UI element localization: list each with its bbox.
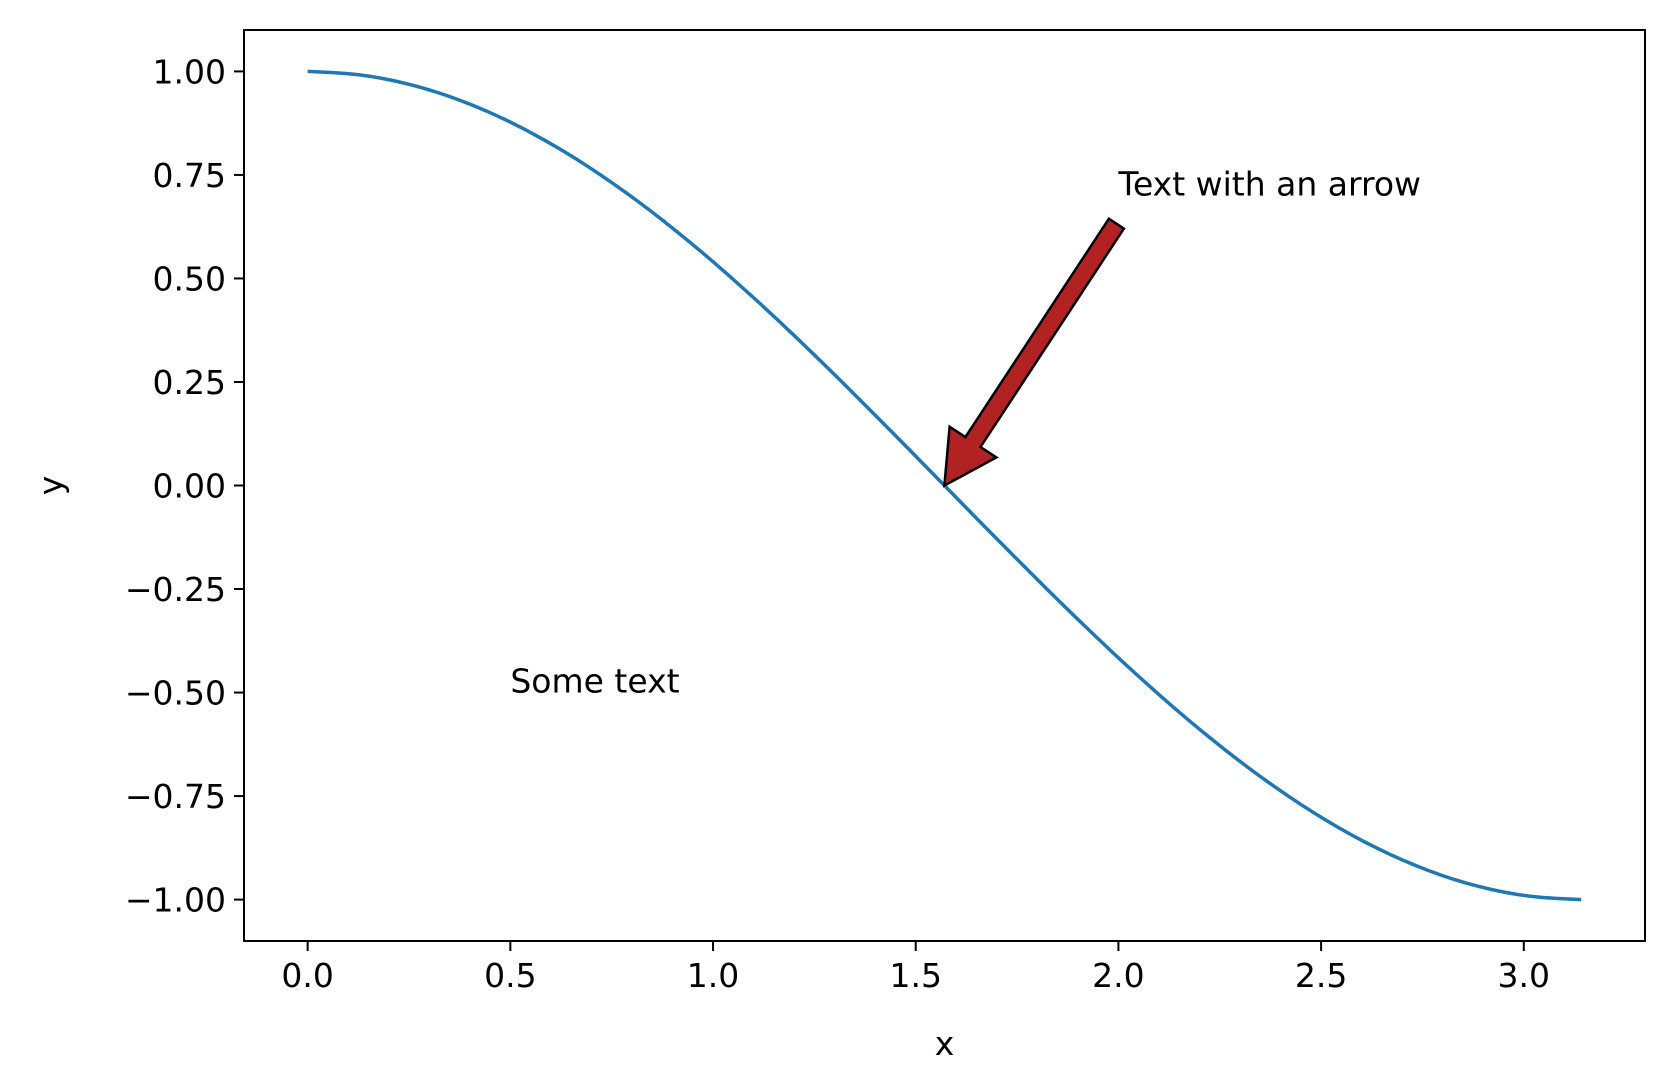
x-axis-label: x [935, 1024, 955, 1063]
x-tick-label: 0.0 [281, 956, 333, 995]
y-tick-label: 0.75 [153, 156, 226, 195]
y-tick-label: −1.00 [125, 881, 226, 920]
y-tick-label: −0.25 [125, 570, 226, 609]
y-tick-label: 0.00 [153, 467, 226, 506]
y-tick-label: 1.00 [153, 52, 226, 91]
annotation-some-text: Some text [510, 662, 679, 701]
y-axis-ticks: 1.00 0.75 0.50 0.25 0.00 −0.25 −0.50 −0.75 −1.00 [125, 52, 244, 920]
axes-frame [243, 29, 1646, 942]
y-tick-label: −0.50 [125, 674, 226, 713]
y-tick-label: −0.75 [125, 777, 226, 816]
x-tick-label: 1.0 [687, 956, 739, 995]
x-tick-label: 3.0 [1498, 956, 1550, 995]
y-tick-label: 0.25 [153, 363, 226, 402]
x-tick-label: 2.0 [1092, 956, 1144, 995]
y-tick-label: 0.50 [153, 259, 226, 298]
x-tick-label: 1.5 [889, 956, 941, 995]
x-tick-label: 0.5 [484, 956, 536, 995]
x-tick-label: 2.5 [1295, 956, 1347, 995]
annotation-arrow [942, 216, 1126, 488]
y-axis-label: y [31, 476, 70, 496]
x-axis-ticks: 0.0 0.5 1.0 1.5 2.0 2.5 3.0 [281, 941, 1550, 995]
annotation-text-with-arrow: Text with an arrow [1117, 165, 1421, 204]
